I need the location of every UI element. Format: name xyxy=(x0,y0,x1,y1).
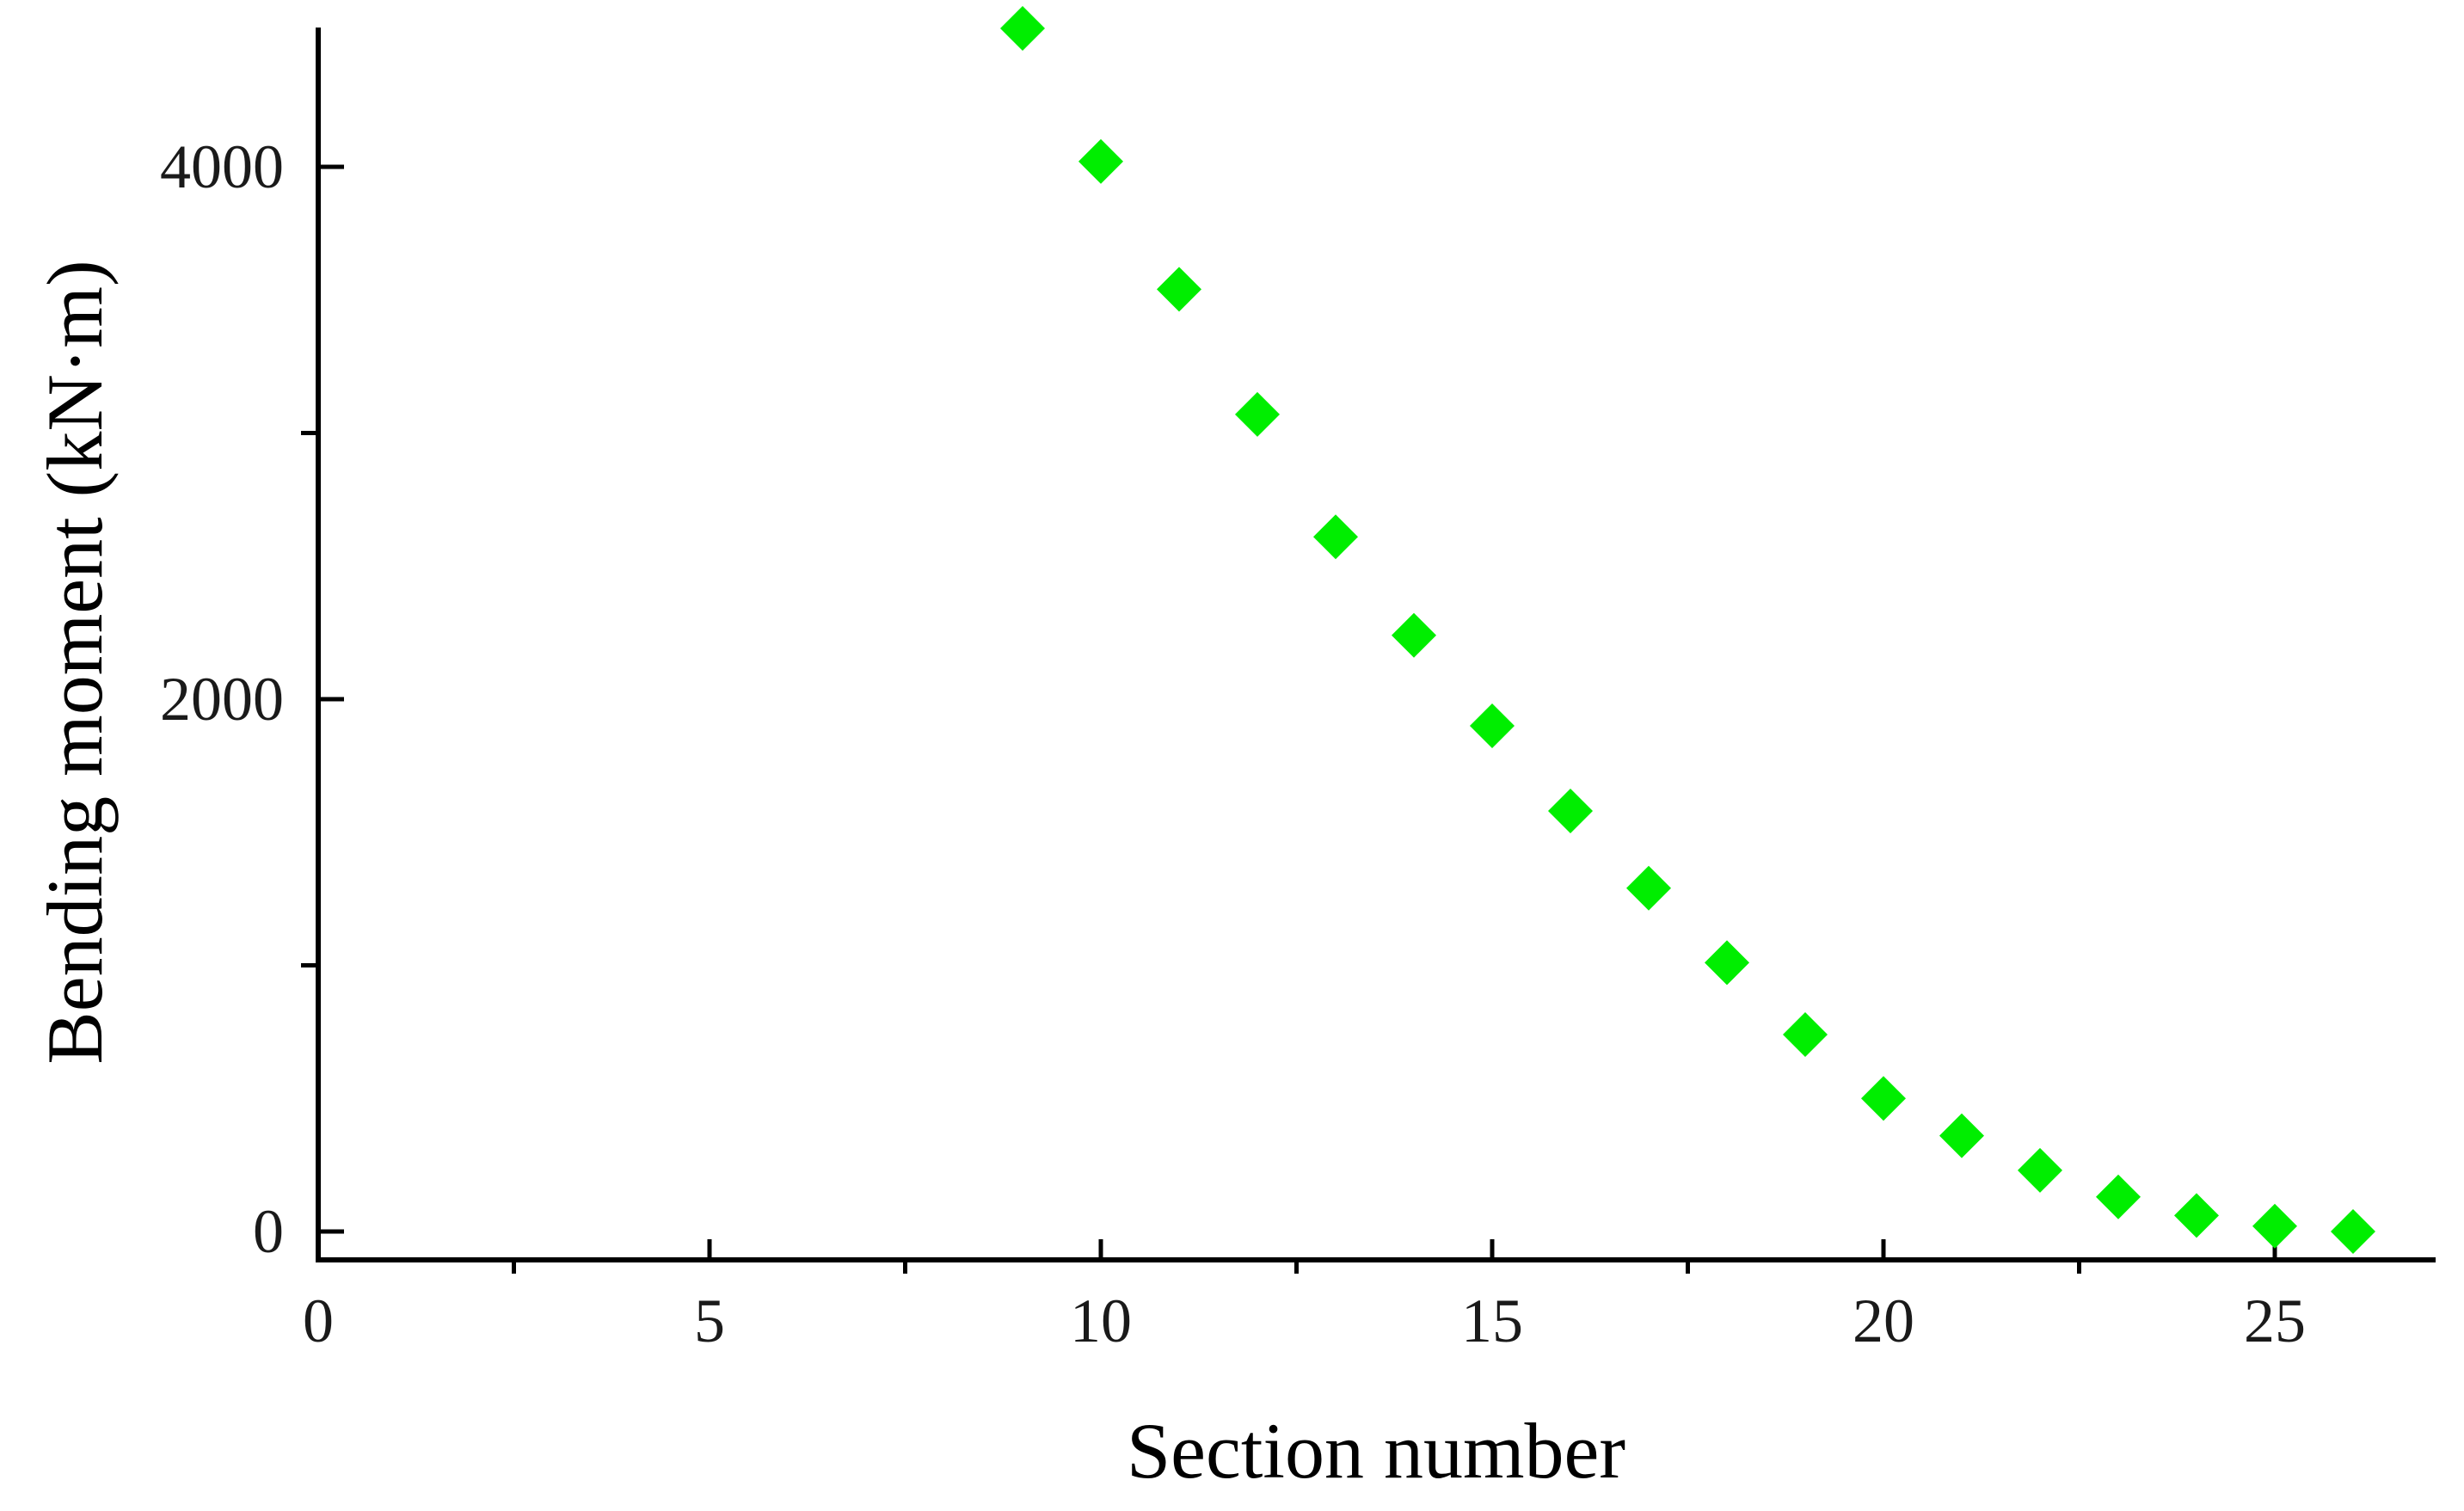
data-point xyxy=(1392,612,1436,658)
data-point xyxy=(1078,138,1123,184)
data-point xyxy=(1470,703,1515,748)
data-point xyxy=(1861,1076,1906,1121)
data-point xyxy=(1705,940,1749,986)
x-axis-ticks: 0 5 10 15 20 25 xyxy=(303,1239,2306,1355)
y-tick-label: 2000 xyxy=(160,665,284,734)
y-axis-ticks: 02000400060008000 xyxy=(160,132,344,1266)
y-tick-label: 4000 xyxy=(160,132,284,201)
x-axis-title: Section number xyxy=(1127,1407,1625,1495)
data-point xyxy=(2331,1209,2375,1254)
x-tick-label: 10 xyxy=(1070,1287,1132,1355)
data-point xyxy=(2252,1203,2297,1249)
data-point xyxy=(1548,788,1593,833)
data-point xyxy=(2174,1193,2219,1238)
data-point xyxy=(2096,1174,2141,1219)
x-tick-label: 25 xyxy=(2244,1287,2306,1355)
data-point xyxy=(1626,865,1671,911)
data-point xyxy=(1313,514,1358,560)
data-point xyxy=(1157,267,1201,312)
y-axis-title: Bending moment (kN·m) xyxy=(31,260,119,1064)
x-tick-label: 0 xyxy=(303,1287,334,1355)
data-point xyxy=(1000,6,1045,52)
y-tick-label: 0 xyxy=(253,1197,284,1266)
data-points xyxy=(1000,6,2375,1254)
x-tick-label: 5 xyxy=(694,1287,725,1355)
data-point xyxy=(1939,1113,1984,1158)
x-tick-label: 20 xyxy=(1853,1287,1914,1355)
data-point xyxy=(1235,391,1280,437)
data-point xyxy=(1783,1011,1828,1057)
x-tick-label: 15 xyxy=(1461,1287,1523,1355)
plot-area xyxy=(316,28,2436,1262)
data-point xyxy=(2018,1147,2062,1193)
